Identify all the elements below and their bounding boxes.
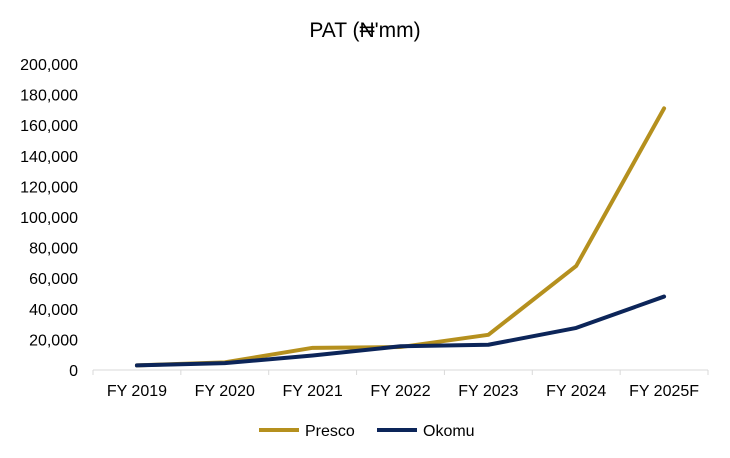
- series-line-okomu: [134, 294, 667, 368]
- y-tick-label: 140,000: [20, 149, 78, 166]
- x-tick-label: FY 2023: [458, 383, 518, 400]
- x-tick-label: FY 2025F: [629, 383, 699, 400]
- x-tick-label: FY 2019: [107, 383, 167, 400]
- y-tick-label: 200,000: [20, 57, 78, 74]
- x-tick-label: FY 2020: [195, 383, 255, 400]
- legend: Presco Okomu: [259, 423, 475, 440]
- legend-label-presco: Presco: [305, 423, 355, 440]
- x-axis-ticks: FY 2019 FY 2020 FY 2021 FY 2022 FY 2023 FY 20…: [92, 370, 709, 400]
- chart-title: PAT (₦'mm): [309, 19, 420, 42]
- x-tick-label: FY 2022: [370, 383, 430, 400]
- series-lines: [134, 106, 667, 368]
- y-tick-label: 160,000: [20, 118, 78, 135]
- y-tick-label: 60,000: [29, 271, 78, 288]
- y-tick-label: 80,000: [29, 241, 78, 258]
- y-tick-label: 120,000: [20, 179, 78, 196]
- y-tick-label: 40,000: [29, 302, 78, 319]
- y-tick-label: 20,000: [29, 332, 78, 349]
- legend-label-okomu: Okomu: [423, 423, 475, 440]
- y-tick-label: 100,000: [20, 210, 78, 227]
- y-tick-label: 180,000: [20, 88, 78, 105]
- x-tick-label: FY 2024: [546, 383, 606, 400]
- x-tick-label: FY 2021: [283, 383, 343, 400]
- y-tick-label: 0: [69, 363, 78, 380]
- y-axis-ticks: 0 20,000 40,000 60,000 80,000 100,000 120,000 1…: [20, 57, 78, 380]
